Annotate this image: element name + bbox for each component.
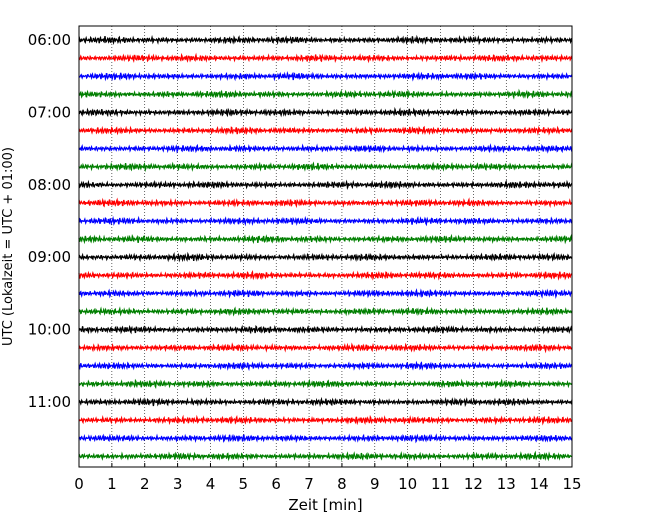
- x-tick-label: 14: [530, 475, 549, 493]
- x-tick-label: 9: [370, 475, 380, 493]
- y-tick-label: 11:00: [28, 393, 71, 411]
- x-axis-label: Zeit [min]: [288, 496, 362, 514]
- trace-1015: [78, 342, 573, 354]
- trace-1045: [78, 378, 573, 389]
- trace-0900: [78, 251, 573, 263]
- trace-0715: [78, 125, 573, 136]
- x-tick-label: 2: [140, 475, 150, 493]
- x-axis-ticks: 0 1 2 3 4 5 6 7 8 9 10 11 12 13 14 15: [74, 463, 582, 493]
- trace-1100: [78, 396, 573, 408]
- trace-1030: [78, 360, 573, 372]
- x-tick-label: 15: [562, 475, 581, 493]
- y-axis-label: UTC (Lokalzeit = UTC + 01:00): [1, 147, 16, 346]
- y-tick-label: 09:00: [28, 248, 71, 266]
- trace-0600: [78, 34, 573, 46]
- trace-0615: [78, 52, 573, 64]
- x-tick-label: 0: [74, 475, 84, 493]
- x-tick-label: 8: [337, 475, 347, 493]
- y-axis-ticks: 06:00 07:00 08:00 09:00 10:00 11:00: [28, 31, 83, 411]
- plot-frame: [78, 25, 573, 468]
- trace-0630: [78, 70, 573, 82]
- x-tick-label: 6: [271, 475, 281, 493]
- trace-1000: [78, 324, 573, 335]
- trace-0700: [78, 106, 573, 118]
- x-tick-label: 3: [173, 475, 183, 493]
- trace-0830: [78, 215, 573, 227]
- x-tick-label: 4: [206, 475, 216, 493]
- trace-0930: [78, 288, 573, 299]
- trace-1130: [78, 433, 573, 444]
- x-tick-label: 7: [304, 475, 314, 493]
- y-tick-label: 10:00: [28, 321, 71, 339]
- trace-0645: [78, 88, 573, 100]
- trace-0915: [78, 270, 573, 281]
- x-tick-label: 5: [239, 475, 249, 493]
- trace-0730: [78, 143, 573, 154]
- y-tick-label: 08:00: [28, 176, 71, 194]
- x-tick-label: 13: [497, 475, 516, 493]
- trace-1145: [78, 450, 573, 462]
- x-tick-label: 10: [398, 475, 417, 493]
- y-tick-label: 06:00: [28, 31, 71, 49]
- x-tick-label: 1: [107, 475, 117, 493]
- y-tick-label: 07:00: [28, 103, 71, 121]
- trace-0745: [78, 161, 573, 173]
- trace-0800: [78, 179, 573, 191]
- x-tick-label: 12: [464, 475, 483, 493]
- trace-0845: [78, 233, 573, 245]
- x-tick-label: 11: [431, 475, 450, 493]
- trace-1115: [78, 414, 573, 426]
- trace-0815: [78, 197, 573, 209]
- seismic-traces: [78, 34, 573, 462]
- trace-0945: [78, 306, 573, 317]
